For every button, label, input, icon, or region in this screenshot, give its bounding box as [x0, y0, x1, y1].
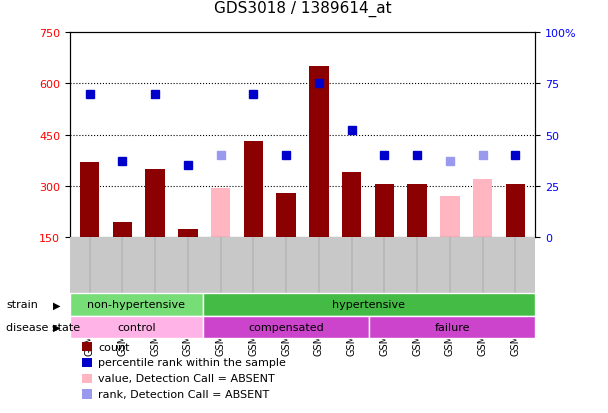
Bar	[309, 67, 329, 237]
Text: rank, Detection Call = ABSENT: rank, Detection Call = ABSENT	[98, 389, 269, 399]
Bar	[70, 316, 203, 339]
Bar	[473, 180, 492, 237]
Bar	[203, 293, 535, 316]
Text: control: control	[117, 322, 156, 332]
Bar	[440, 197, 460, 237]
Bar	[145, 169, 165, 237]
Bar	[211, 188, 230, 237]
Text: GDS3018 / 1389614_at: GDS3018 / 1389614_at	[213, 0, 392, 17]
Bar	[369, 316, 535, 339]
Text: non-hypertensive: non-hypertensive	[88, 299, 185, 310]
Text: ▶: ▶	[54, 299, 61, 310]
Bar	[342, 173, 361, 237]
Text: compensated: compensated	[248, 322, 323, 332]
Bar	[407, 185, 427, 237]
Text: count: count	[98, 342, 130, 352]
Text: failure: failure	[434, 322, 470, 332]
Text: hypertensive: hypertensive	[333, 299, 406, 310]
Bar	[70, 293, 203, 316]
Text: value, Detection Call = ABSENT: value, Detection Call = ABSENT	[98, 373, 275, 383]
Bar	[203, 316, 369, 339]
Bar	[375, 185, 394, 237]
Bar	[276, 193, 296, 237]
Text: disease state: disease state	[6, 322, 80, 332]
Text: ▶: ▶	[54, 322, 61, 332]
Bar	[112, 222, 132, 237]
Text: percentile rank within the sample: percentile rank within the sample	[98, 358, 286, 368]
Bar	[178, 229, 198, 237]
Bar	[80, 163, 99, 237]
Text: strain: strain	[6, 299, 38, 310]
Bar	[506, 185, 525, 237]
Bar	[244, 142, 263, 237]
